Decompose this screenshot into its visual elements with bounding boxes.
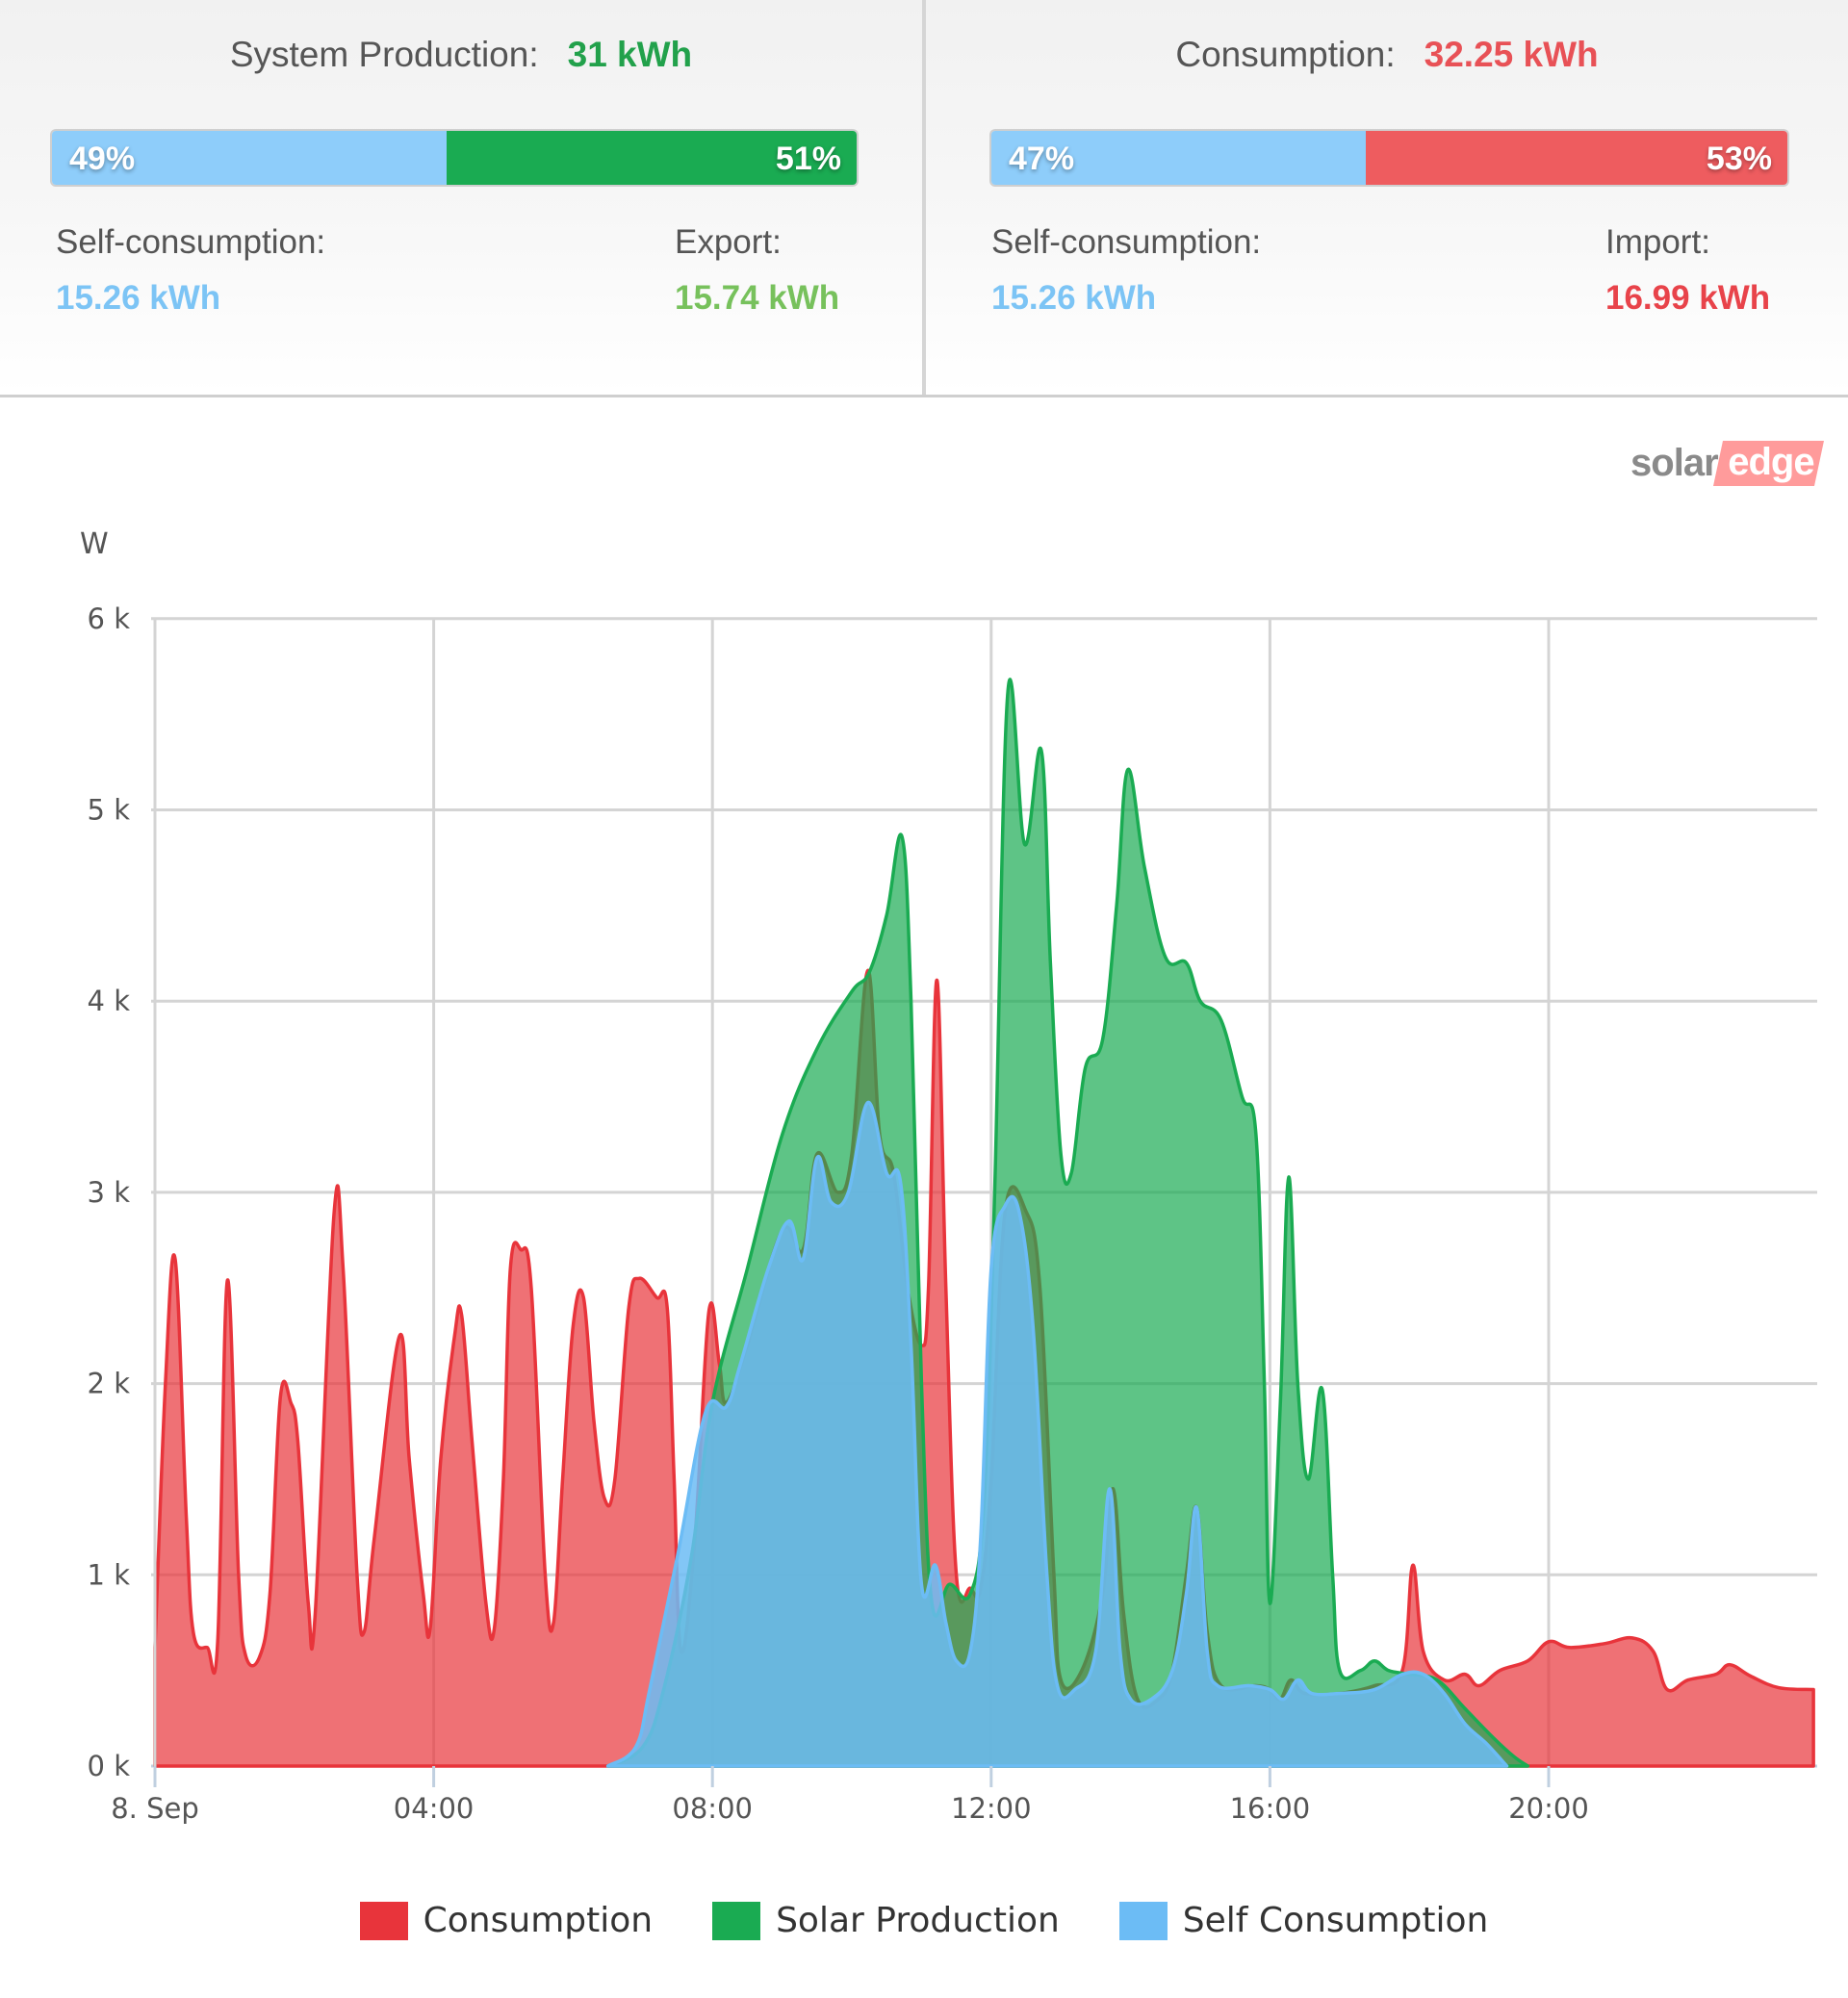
- legend-item-consumption[interactable]: Consumption: [359, 1901, 654, 1940]
- production-title: System Production: 31 kWh: [0, 35, 922, 75]
- legend-item-self-consumption[interactable]: Self Consumption: [1118, 1901, 1489, 1940]
- x-tick-label: 12:00: [951, 1792, 1032, 1825]
- consumption-self-consumption-segment: 47%: [991, 131, 1366, 185]
- chart-series: [153, 678, 1815, 1768]
- x-tick-label: 04:00: [394, 1792, 475, 1825]
- logo-edge-badge: edge: [1712, 441, 1824, 486]
- panel-divider: [922, 0, 926, 395]
- logo-solar-text: solar: [1630, 442, 1719, 484]
- consumption-panel: Consumption: 32.25 kWh 47% 53% Self-consu…: [926, 0, 1848, 395]
- consumption-ratio-bar: 47% 53%: [991, 131, 1787, 185]
- production-total: 31 kWh: [567, 35, 693, 74]
- x-tick-label: 08:00: [672, 1792, 753, 1825]
- production-ratio-bar: 49% 51%: [52, 131, 857, 185]
- legend-label-solar-production: Solar Production: [776, 1901, 1060, 1940]
- chart-legend: Consumption Solar Production Self Consum…: [0, 1901, 1848, 1940]
- y-tick-label: 6 k: [88, 602, 131, 635]
- legend-item-solar-production[interactable]: Solar Production: [712, 1901, 1060, 1940]
- production-self-consumption-label: Self-consumption:: [56, 223, 326, 261]
- x-tick-label: 8. Sep: [111, 1792, 199, 1825]
- production-export-percent: 51%: [775, 141, 841, 177]
- legend-swatch-self-consumption: [1118, 1901, 1168, 1940]
- y-tick-label: 5 k: [88, 794, 131, 827]
- legend-swatch-solar-production: [712, 1901, 761, 1940]
- y-tick-label: 0 k: [88, 1750, 131, 1782]
- y-tick-label: 4 k: [88, 985, 131, 1017]
- consumption-import-segment: 53%: [1365, 131, 1787, 185]
- legend-label-self-consumption: Self Consumption: [1182, 1901, 1489, 1940]
- production-self-consumption-segment: 49%: [52, 131, 447, 185]
- consumption-total: 32.25 kWh: [1424, 35, 1599, 74]
- energy-summary: System Production: 31 kWh 49% 51% Self-co…: [0, 0, 1848, 397]
- y-tick-label: 1 k: [88, 1558, 131, 1591]
- legend-swatch-consumption: [359, 1901, 408, 1940]
- y-tick-label: 3 k: [88, 1176, 131, 1209]
- production-panel: System Production: 31 kWh 49% 51% Self-co…: [0, 0, 922, 395]
- production-export-segment: 51%: [446, 131, 857, 185]
- solaredge-logo: solar edge: [1630, 441, 1824, 486]
- y-tick-label: 2 k: [88, 1368, 131, 1400]
- consumption-title: Consumption: 32.25 kWh: [926, 35, 1848, 75]
- production-self-consumption-value: 15.26 kWh: [56, 279, 221, 317]
- production-self-consumption-percent: 49%: [69, 141, 136, 177]
- import-value: 16.99 kWh: [1605, 279, 1771, 317]
- consumption-self-consumption-percent: 47%: [1009, 141, 1075, 177]
- import-label: Import:: [1605, 223, 1710, 261]
- chart-axes: 0 k 1 k 2 k 3 k 4 k 5 k 6 k 8. Sep 04:00 08:00 12:…: [88, 602, 1589, 1825]
- consumption-import-percent: 53%: [1706, 141, 1772, 177]
- production-title-label: System Production:: [229, 35, 539, 74]
- consumption-self-consumption-value: 15.26 kWh: [991, 279, 1157, 317]
- export-value: 15.74 kWh: [675, 279, 840, 317]
- logo-edge-text: edge: [1727, 441, 1814, 483]
- consumption-self-consumption-label: Self-consumption:: [991, 223, 1262, 261]
- legend-label-consumption: Consumption: [423, 1901, 654, 1940]
- power-area-chart: 0 k 1 k 2 k 3 k 4 k 5 k 6 k 8. Sep 04:00 08:00 12:…: [88, 602, 1817, 1825]
- export-label: Export:: [675, 223, 782, 261]
- y-axis-unit-label: W: [80, 527, 109, 561]
- x-tick-label: 16:00: [1230, 1792, 1311, 1825]
- x-tick-label: 20:00: [1508, 1792, 1589, 1825]
- self-consumption-area[interactable]: [605, 1100, 1509, 1768]
- consumption-title-label: Consumption:: [1175, 35, 1396, 74]
